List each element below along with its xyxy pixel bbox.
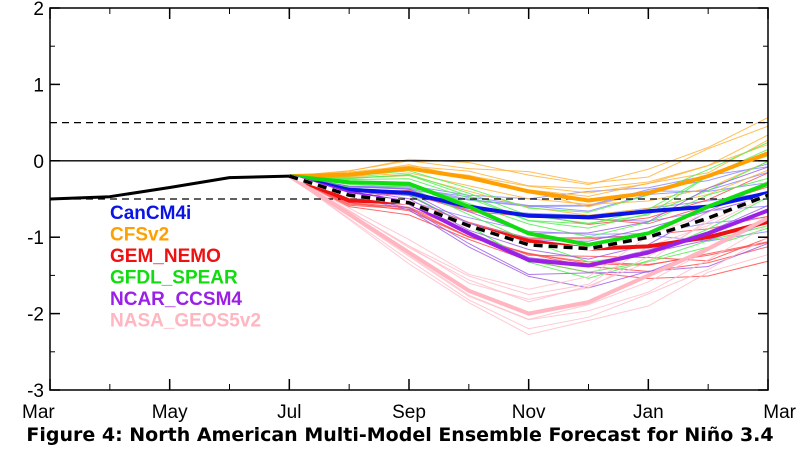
ensemble-member-line bbox=[289, 172, 768, 226]
model-mean-line bbox=[289, 151, 768, 203]
ensemble-members-layer bbox=[289, 117, 768, 336]
x-tick-label: Sep bbox=[392, 402, 426, 423]
x-tick-label: Jul bbox=[277, 402, 301, 423]
observed-line bbox=[50, 174, 290, 201]
model-mean-line bbox=[288, 174, 768, 316]
multi-model-mean-line bbox=[288, 174, 768, 251]
figure-caption: Figure 4: North American Multi-Model Ens… bbox=[26, 424, 774, 446]
x-tick-label: Jan bbox=[633, 402, 664, 423]
y-tick-label: 0 bbox=[33, 152, 44, 173]
legend-entry: GEM_NEMO bbox=[110, 246, 221, 267]
ensemble-member-line bbox=[289, 175, 768, 272]
ensemble-member-line bbox=[289, 139, 768, 197]
ensemble-member-line bbox=[289, 175, 768, 336]
legend-entry: CFSv2 bbox=[110, 225, 169, 246]
ensemble-member-line bbox=[289, 175, 768, 330]
ensemble-member-line bbox=[289, 125, 768, 184]
x-tick-label: Mar bbox=[763, 402, 796, 423]
y-tick-label: 1 bbox=[33, 75, 44, 96]
ensemble-member-line bbox=[289, 175, 768, 303]
model-means-layer bbox=[50, 151, 768, 316]
x-tick-label: May bbox=[152, 402, 188, 423]
ensemble-member-line bbox=[289, 134, 768, 190]
x-tick-label: Nov bbox=[512, 402, 546, 423]
y-tick-label: -3 bbox=[27, 381, 44, 402]
ensemble-member-line bbox=[289, 154, 768, 225]
reference-lines-layer bbox=[50, 121, 768, 200]
legend-entry: NASA_GEOS5v2 bbox=[110, 311, 261, 332]
legend-entry: CanCM4i bbox=[110, 203, 191, 224]
legend: CanCM4iCFSv2GEM_NEMOGFDL_SPEARNCAR_CCSM4… bbox=[110, 203, 261, 332]
y-tick-label: -1 bbox=[27, 228, 44, 249]
ensemble-member-line bbox=[289, 175, 768, 290]
model-mean-line bbox=[289, 174, 768, 247]
ensemble-member-line bbox=[289, 161, 768, 205]
legend-entry: GFDL_SPEAR bbox=[110, 268, 238, 289]
x-tick-label: Mar bbox=[22, 402, 55, 423]
legend-entry: NCAR_CCSM4 bbox=[110, 289, 242, 310]
model-mean-line bbox=[288, 174, 768, 220]
y-tick-label: 2 bbox=[33, 0, 44, 20]
y-tick-label: -2 bbox=[27, 305, 44, 326]
